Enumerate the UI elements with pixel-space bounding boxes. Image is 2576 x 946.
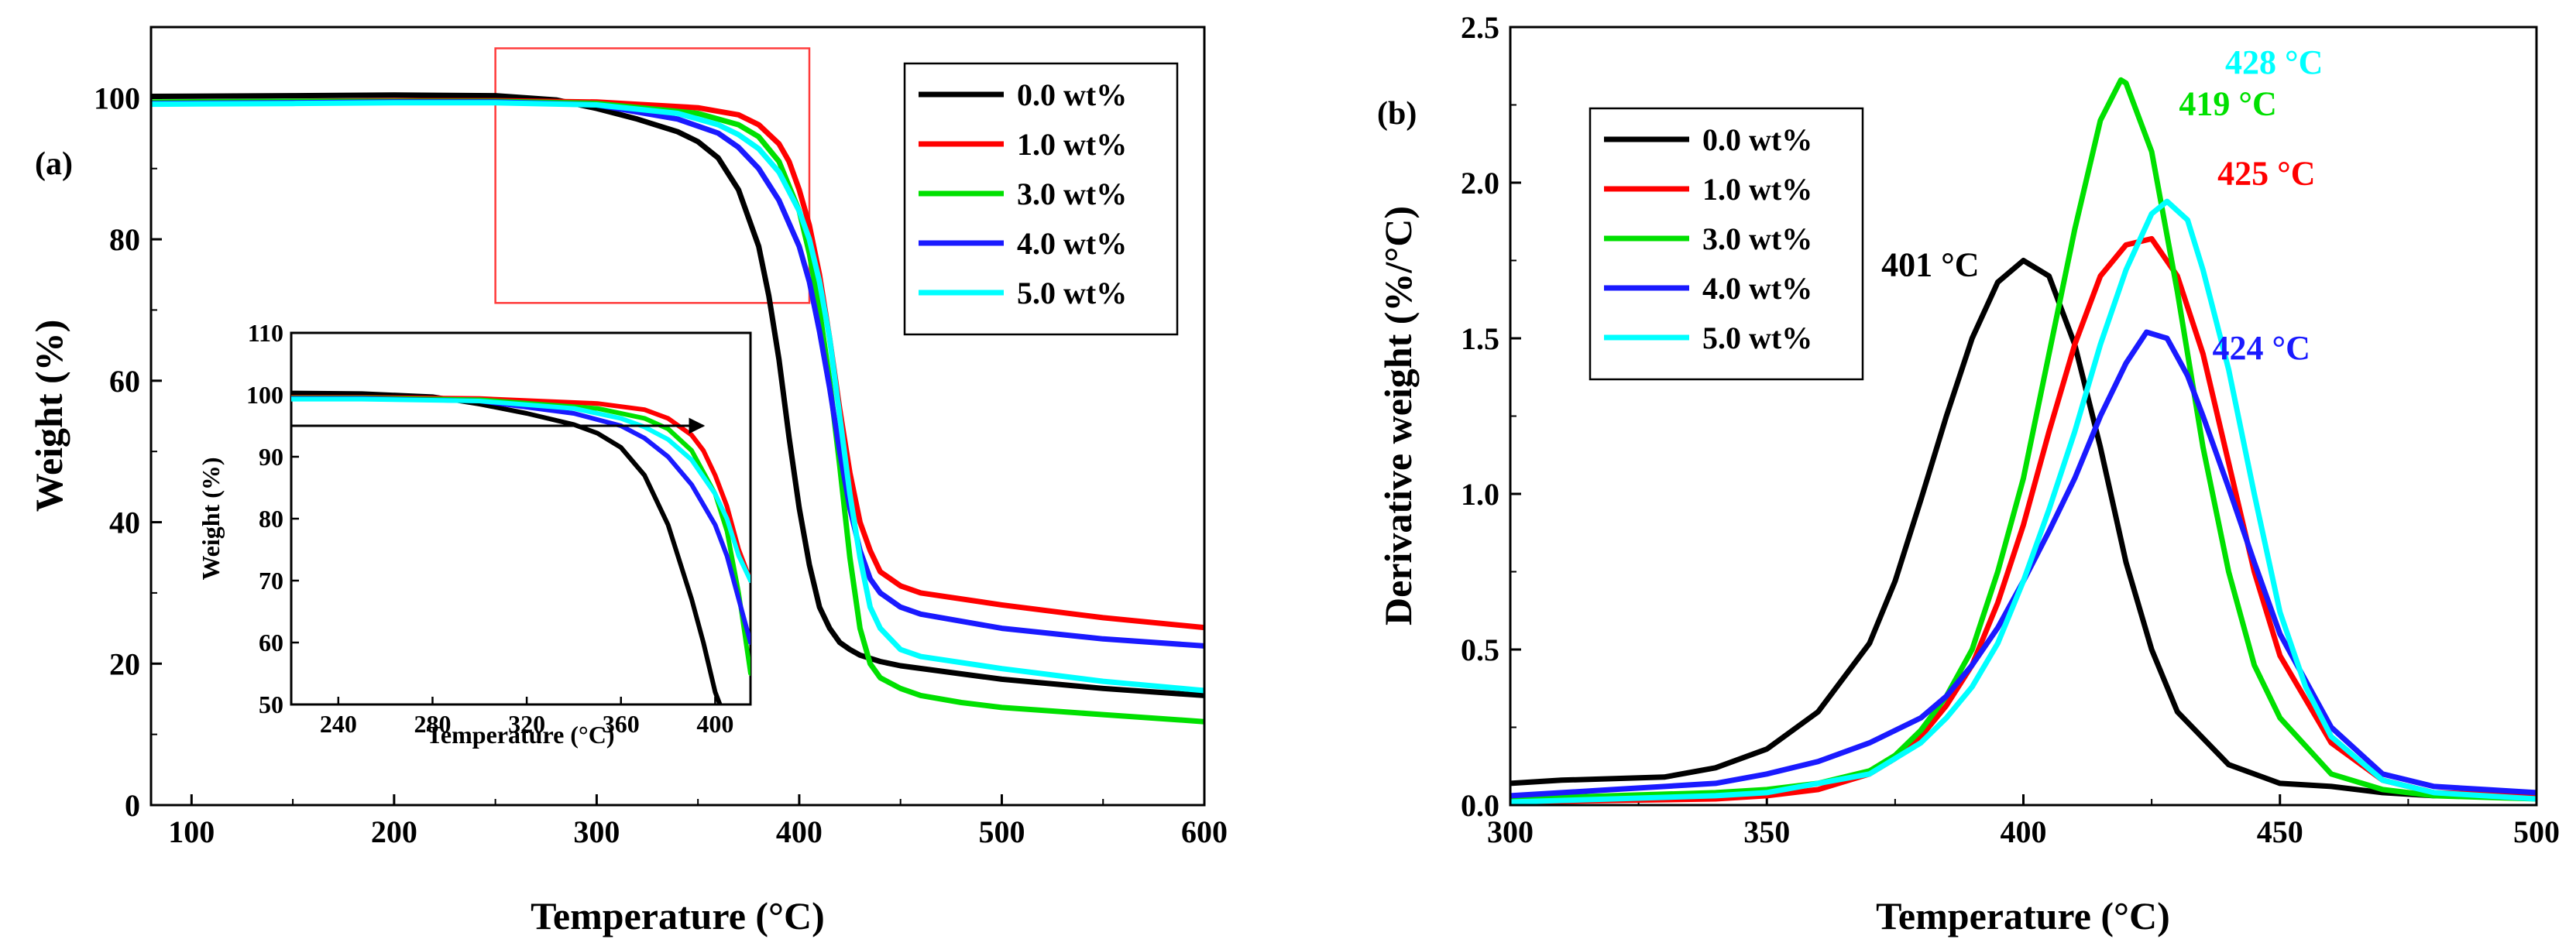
panel-a-legend-label: 1.0 wt% [1017, 127, 1127, 162]
panel-a-y-tick-label: 40 [109, 506, 140, 540]
panel-a-x-tick-label: 300 [573, 814, 620, 849]
inset-y-tick-label: 70 [259, 567, 283, 595]
panel-b-series-4-0-wt [1510, 329, 2537, 799]
inset-series [291, 390, 750, 704]
inset-frame [290, 331, 752, 706]
inset-y-axis-title: Weight (%) [197, 457, 225, 580]
panel-a-legend: 0.0 wt% 1.0 wt% 3.0 wt% 4.0 wt% 5.0 wt% [903, 62, 1179, 336]
panel-a-y-tick-label: 60 [109, 364, 140, 399]
panel-a-legend-label: 4.0 wt% [1017, 226, 1127, 261]
panel-a-x-tick-label: 500 [978, 814, 1025, 849]
inset-x-axis-title: Temperature (°C) [427, 721, 615, 749]
panel-b-legend-label: 3.0 wt% [1702, 221, 1812, 256]
panel-b-x-tick-label: 400 [2001, 814, 2047, 849]
panel-b-y-tick-label: 2.0 [1461, 166, 1499, 201]
panel-b-y-tick-label: 1.5 [1461, 321, 1499, 356]
peak-label-425-c: 425 °C [2217, 154, 2315, 192]
panel-a-y-axis-title: Weight (%) [27, 320, 70, 512]
inset-y-tick-label: 80 [259, 505, 283, 533]
panel-b-y-tick-label: 0.5 [1461, 632, 1499, 667]
panel-a-zoom-box [494, 47, 811, 304]
zoom-region-box [494, 47, 811, 304]
panel-b-x-tick-label: 300 [1487, 814, 1534, 849]
inset-x-tick-label: 280 [414, 710, 451, 738]
panel-a-legend-frame [903, 62, 1179, 336]
panel-b-series-1-0-wt [1510, 235, 2537, 805]
panel-a-series [151, 92, 1204, 725]
panel-a-frame [149, 26, 1206, 807]
panel-b-legend-label: 0.0 wt% [1702, 122, 1812, 157]
inset-x-tick-label: 360 [603, 710, 640, 738]
panel-a-x-axis-title: Temperature (°C) [531, 894, 825, 937]
panel-a-y-tick-label: 100 [94, 81, 140, 115]
panel-a-x-tick-label: 100 [168, 814, 215, 849]
panel-b-label: (b) [1377, 96, 1417, 132]
panel-b-y-axis-title: Derivative weight (%/°C) [1376, 206, 1420, 626]
panel-b-legend: 0.0 wt% 1.0 wt% 3.0 wt% 4.0 wt% 5.0 wt% [1589, 107, 1864, 381]
panel-b-legend-frame [1589, 107, 1864, 381]
peak-label-419-c: 419 °C [2179, 84, 2276, 122]
panel-b-legend-label: 1.0 wt% [1702, 172, 1812, 207]
inset-x-tick-label: 400 [696, 710, 733, 738]
panel-a-y-tick-label: 20 [109, 646, 140, 681]
panel-a-ticks: 100 200 300 400 500 600 0 20 40 60 80 100 [94, 81, 1228, 849]
inset-y-tick-label: 90 [259, 443, 283, 471]
panel-b-x-axis-title: Temperature (°C) [1876, 894, 2170, 937]
panel-a-x-tick-label: 200 [371, 814, 417, 849]
panel-b-x-tick-label: 500 [2513, 814, 2560, 849]
inset-x-tick-label: 320 [508, 710, 545, 738]
panel-a: (a) Weight (%) Temperature (°C) 100 200 30… [27, 26, 1228, 937]
panel-a-y-tick-label: 0 [125, 788, 140, 823]
panel-a-legend-label: 3.0 wt% [1017, 177, 1127, 211]
panel-a-legend-label: 0.0 wt% [1017, 77, 1127, 112]
panel-b-y-tick-label: 0.0 [1461, 788, 1499, 823]
panel-a-label: (a) [35, 146, 73, 182]
inset-y-tick-label: 100 [246, 381, 283, 409]
panel-b-legend-label: 4.0 wt% [1702, 271, 1812, 306]
panel-b-y-tick-label: 2.5 [1461, 10, 1499, 45]
peak-label-424-c: 424 °C [2213, 329, 2310, 367]
panel-a-x-tick-label: 400 [776, 814, 823, 849]
peak-label-401-c: 401 °C [1881, 246, 1979, 284]
panel-b-x-tick-label: 450 [2257, 814, 2303, 849]
inset-x-tick-label: 240 [320, 710, 357, 738]
inset-y-tick-label: 110 [248, 319, 283, 347]
inset-ticks: 240 280 320 360 400 50 60 70 80 90 100 110 [246, 319, 733, 738]
panel-b-legend-label: 5.0 wt% [1702, 320, 1812, 355]
inset-y-tick-label: 60 [259, 629, 283, 656]
inset-y-tick-label: 50 [259, 691, 283, 718]
panel-a-legend-label: 5.0 wt% [1017, 276, 1127, 310]
panel-a-inset: 240 280 320 360 400 50 60 70 80 90 100 110 Weight (… [197, 319, 752, 749]
panel-a-y-tick-label: 80 [109, 222, 140, 257]
panel-a-x-tick-label: 600 [1181, 814, 1228, 849]
peak-label-428-c: 428 °C [2225, 43, 2323, 81]
panel-b-frame [1509, 26, 2538, 807]
panel-b-series [1510, 77, 2537, 805]
panel-b: (b) Derivative weight (%/°C) Temperature… [1376, 10, 2560, 937]
inset-series-5-0-wt [291, 396, 750, 583]
panel-b-series-0-0-wt [1510, 258, 2537, 799]
panel-b-series-5-0-wt [1510, 198, 2537, 805]
panel-b-x-tick-label: 350 [1743, 814, 1790, 849]
panel-a-series-5-0-wt [151, 100, 1204, 694]
panel-b-y-tick-label: 1.0 [1461, 477, 1499, 512]
